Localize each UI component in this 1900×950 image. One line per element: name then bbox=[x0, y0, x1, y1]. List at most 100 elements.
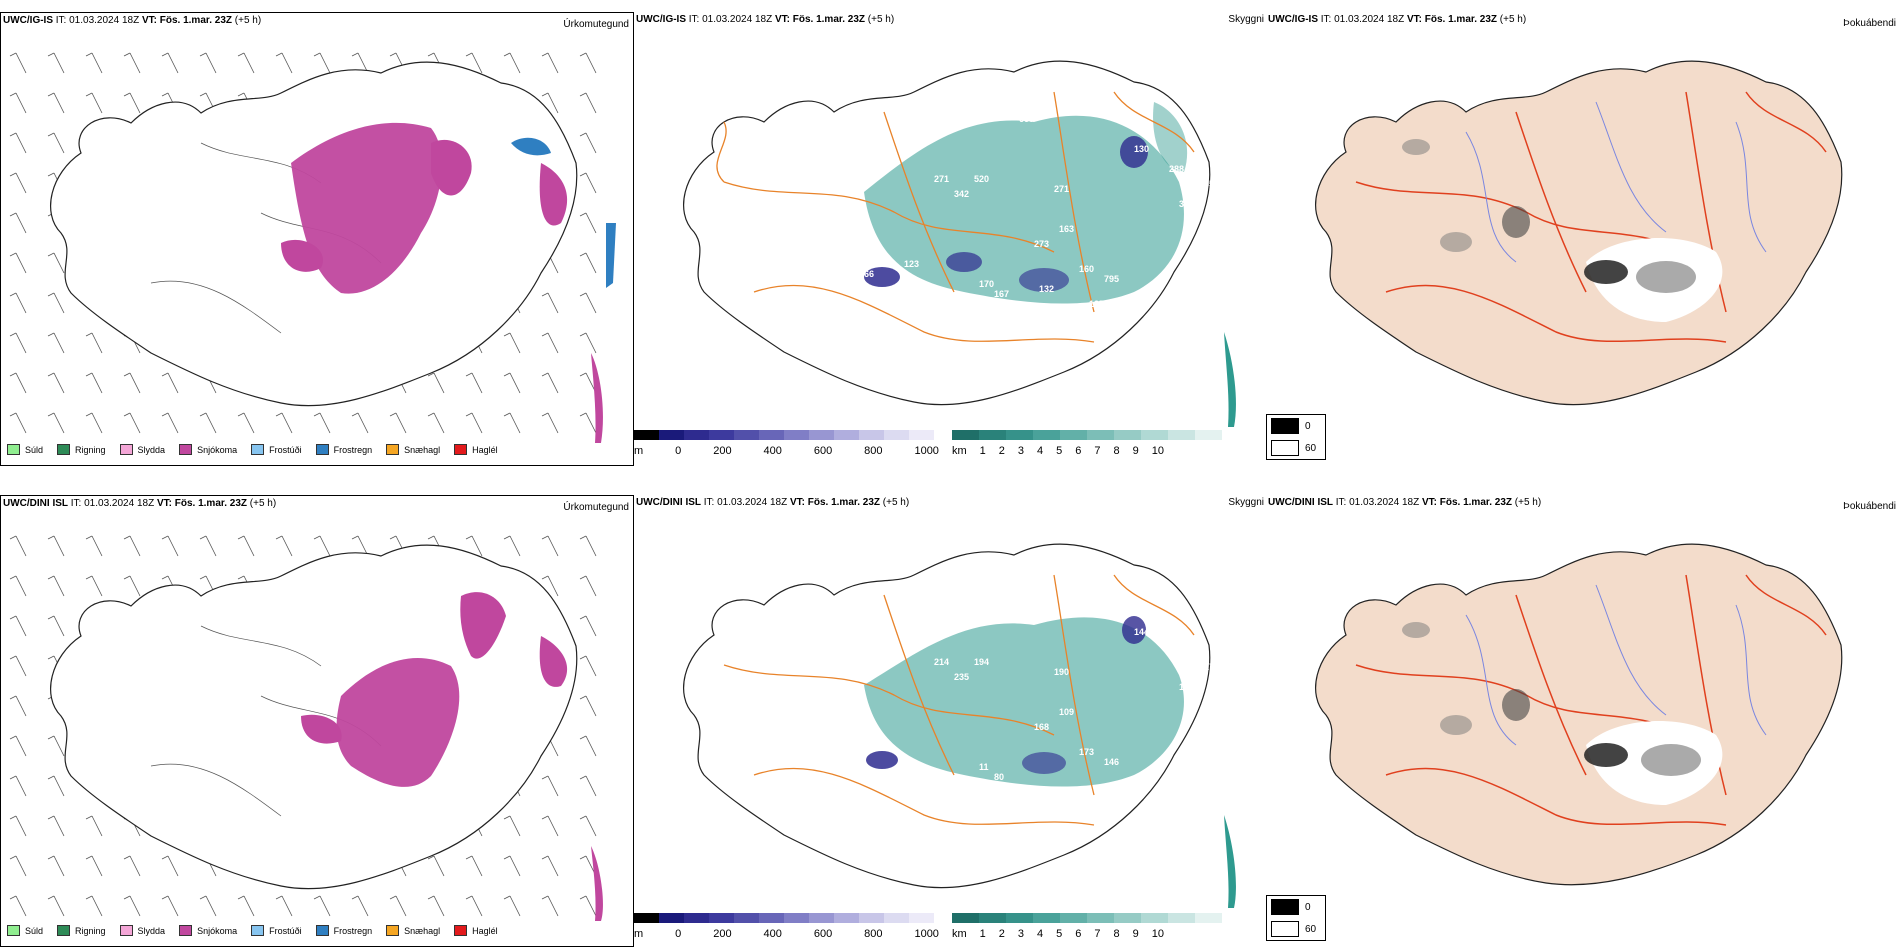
wind-barb bbox=[47, 855, 65, 877]
wind-barb bbox=[541, 372, 559, 394]
visibility-value-label: 288 bbox=[1169, 164, 1184, 174]
legend-swatch bbox=[119, 444, 133, 455]
visibility-scale-ticks: km 1 2 3 4 5 6 7 8 9 10 bbox=[952, 445, 1264, 457]
wind-barb bbox=[9, 735, 27, 757]
wind-barb bbox=[161, 895, 179, 917]
wind-barb bbox=[313, 895, 331, 917]
legend-item: Snæhagl bbox=[386, 444, 440, 455]
visibility-tick: 4 bbox=[1037, 928, 1044, 940]
legend-label: Slydda bbox=[137, 444, 166, 455]
legend-swatch bbox=[57, 444, 71, 455]
wind-barb bbox=[427, 412, 445, 434]
height-scale: m 0 200 400 600 800 1000 bbox=[634, 913, 944, 940]
legend-swatch bbox=[315, 444, 329, 455]
wind-barb bbox=[503, 332, 521, 354]
fog-panel-row1: UWC/IG-IS IT: 01.03.2024 18Z VT: Fös. 1.… bbox=[1266, 12, 1900, 412]
visibility-scale: km 1 2 3 4 5 6 7 8 9 10 bbox=[952, 430, 1264, 457]
visibility-value-label: 65 bbox=[1169, 647, 1179, 657]
wind-barb bbox=[579, 815, 597, 837]
legend-swatch bbox=[179, 925, 193, 936]
it-value: 01.03.2024 18Z bbox=[717, 497, 788, 508]
visibility-tick: 4 bbox=[1037, 445, 1044, 457]
legend-item: Frostúði bbox=[251, 925, 302, 936]
wind-barb bbox=[579, 575, 597, 597]
wind-barb bbox=[47, 815, 65, 837]
wind-barb bbox=[47, 372, 65, 394]
wind-barb bbox=[579, 292, 597, 314]
visibility-value-label: 168 bbox=[1034, 722, 1049, 732]
wind-barb bbox=[47, 575, 65, 597]
wind-barb bbox=[9, 172, 27, 194]
model-name: UWC/DINI ISL bbox=[1268, 497, 1333, 508]
visibility-labels: 659 130 288 857 308 271 520 342 271 163 273 160 795 1… bbox=[859, 114, 1219, 309]
wind-barb bbox=[541, 855, 559, 877]
wind-barb bbox=[579, 775, 597, 797]
wind-barb bbox=[47, 535, 65, 557]
visibility-value-label: 146 bbox=[1104, 757, 1119, 767]
wind-barb bbox=[47, 52, 65, 74]
wind-barb bbox=[85, 895, 103, 917]
legend-swatch bbox=[251, 444, 265, 455]
visibility-labels: 266 144 65 171 138 214 194 235 190 109 168 173 146 11… bbox=[934, 597, 1219, 782]
wind-barb bbox=[579, 895, 597, 917]
legend-item: Frostúði bbox=[251, 444, 302, 455]
wind-barb bbox=[47, 332, 65, 354]
wind-barb bbox=[579, 655, 597, 677]
wind-barb bbox=[237, 52, 255, 74]
legend-item: Haglél bbox=[454, 444, 498, 455]
visibility-tick: 2 bbox=[998, 928, 1005, 940]
model-name: UWC/DINI ISL bbox=[3, 498, 68, 509]
vis-panel-row2: UWC/DINI ISL IT: 01.03.2024 18Z VT: Fös.… bbox=[634, 495, 1264, 945]
wind-barb bbox=[541, 775, 559, 797]
wind-barb bbox=[389, 412, 407, 434]
visibility-value-label: 273 bbox=[1034, 239, 1049, 249]
wind-barb bbox=[161, 372, 179, 394]
snow-area bbox=[291, 122, 442, 294]
visibility-tick: 3 bbox=[1017, 928, 1025, 940]
wind-barb bbox=[123, 92, 141, 114]
legend-swatch bbox=[119, 925, 133, 936]
precip-map bbox=[9, 52, 616, 443]
wind-barb bbox=[9, 92, 27, 114]
visibility-tick: 1 bbox=[979, 445, 986, 457]
wind-barb bbox=[123, 895, 141, 917]
height-tick: 800 bbox=[864, 445, 883, 457]
visibility-value-label: 266 bbox=[1019, 597, 1034, 607]
legend-label: Haglél bbox=[472, 925, 498, 936]
wind-barb bbox=[9, 412, 27, 434]
lead-time: (+5 h) bbox=[249, 498, 277, 509]
it-label: IT: bbox=[688, 14, 700, 25]
wind-barb bbox=[351, 535, 369, 557]
model-name: UWC/IG-IS bbox=[3, 15, 53, 26]
wind-barb bbox=[579, 52, 597, 74]
wind-barb bbox=[275, 52, 293, 74]
wind-barb bbox=[579, 332, 597, 354]
wind-barb bbox=[85, 412, 103, 434]
panel-header: UWC/IG-IS IT: 01.03.2024 18Z VT: Fös. 1.… bbox=[3, 15, 261, 26]
wind-barb bbox=[9, 212, 27, 234]
model-name: UWC/DINI ISL bbox=[636, 497, 701, 508]
visibility-value-label: 132 bbox=[1039, 284, 1054, 294]
panel-header: UWC/DINI ISL IT: 01.03.2024 18Z VT: Fös.… bbox=[3, 498, 276, 509]
visibility-tick: 3 bbox=[1017, 445, 1025, 457]
wind-barb bbox=[541, 332, 559, 354]
wind-barb bbox=[503, 372, 521, 394]
vis-panel-row1: UWC/IG-IS IT: 01.03.2024 18Z VT: Fös. 1.… bbox=[634, 12, 1264, 464]
panel-title: Úrkomutegund bbox=[563, 19, 629, 30]
visibility-value-label: 171 bbox=[1204, 662, 1219, 672]
legend-item: Snjókoma bbox=[179, 444, 237, 455]
wind-barb bbox=[541, 92, 559, 114]
lead-time: (+5 h) bbox=[1499, 14, 1527, 25]
legend-label: Haglél bbox=[472, 444, 498, 455]
wind-barb bbox=[123, 412, 141, 434]
legend-item: Rigning bbox=[57, 925, 106, 936]
wind-barb bbox=[47, 735, 65, 757]
legend-item: Haglél bbox=[454, 925, 498, 936]
wind-barb bbox=[9, 575, 27, 597]
visibility-value-label: 144 bbox=[1134, 627, 1149, 637]
wind-barb bbox=[503, 52, 521, 74]
visibility-value-label: 214 bbox=[934, 657, 949, 667]
vt-value: Fös. 1.mar. 23Z bbox=[792, 14, 866, 25]
visibility-tick: 6 bbox=[1075, 445, 1082, 457]
wind-barb bbox=[579, 212, 597, 234]
